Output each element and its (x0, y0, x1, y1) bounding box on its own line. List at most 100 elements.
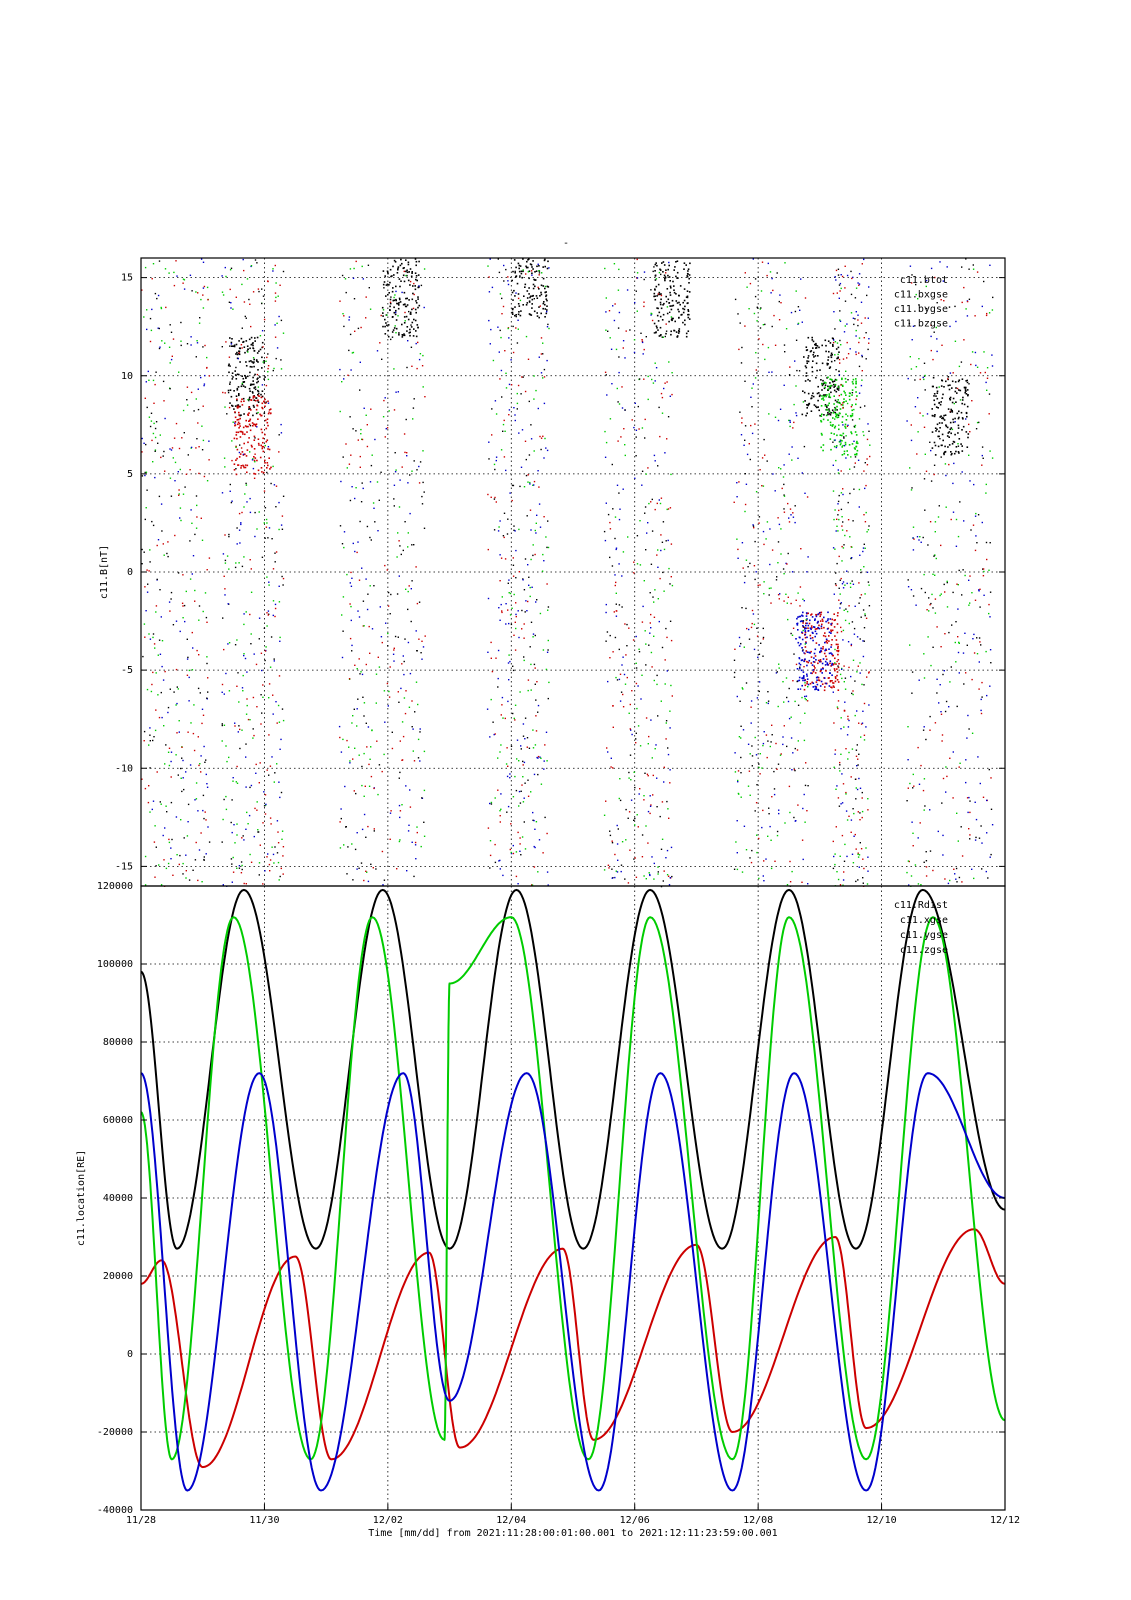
field-point (169, 324, 171, 326)
field-point (272, 268, 274, 270)
field-point (389, 666, 391, 668)
field-point (955, 545, 958, 547)
field-point (409, 672, 412, 675)
field-point (235, 468, 237, 470)
field-point (266, 522, 268, 524)
field-point (279, 284, 281, 286)
field-point (839, 408, 842, 410)
field-point (164, 763, 166, 765)
field-point (830, 360, 833, 363)
field-point (956, 705, 958, 708)
field-point (397, 267, 399, 270)
field-point (149, 811, 151, 813)
field-point (910, 368, 913, 370)
field-point (235, 296, 237, 298)
field-point (636, 272, 639, 274)
field-point (510, 384, 513, 386)
field-point (258, 392, 260, 395)
field-point (546, 359, 548, 362)
field-point (268, 581, 270, 583)
field-point (850, 432, 853, 435)
field-point (795, 414, 798, 417)
field-point (188, 700, 190, 702)
field-point (393, 327, 396, 329)
field-point (500, 557, 503, 559)
field-point (522, 270, 524, 273)
field-point (265, 440, 268, 443)
field-point (845, 435, 847, 437)
field-point (653, 454, 656, 457)
field-point (839, 764, 841, 766)
field-point (919, 822, 921, 824)
field-point (252, 344, 254, 347)
field-point (275, 701, 277, 703)
field-point (855, 378, 857, 380)
field-point (965, 431, 968, 433)
field-point (238, 867, 241, 869)
field-point (833, 766, 835, 768)
field-point (538, 272, 541, 274)
field-point (833, 626, 836, 628)
field-point (656, 307, 658, 309)
field-point (763, 731, 765, 733)
field-point (931, 431, 934, 433)
field-point (278, 675, 281, 677)
field-point (240, 344, 243, 346)
field-point (178, 371, 180, 373)
field-point (958, 379, 961, 381)
field-point (863, 543, 865, 545)
field-point (843, 331, 846, 333)
field-point (266, 612, 268, 614)
field-point (509, 492, 511, 494)
field-point (164, 342, 166, 344)
field-point (836, 401, 838, 403)
field-point (519, 265, 522, 267)
field-point (776, 272, 778, 274)
field-point (654, 380, 656, 382)
field-point (839, 290, 841, 292)
field-point (394, 313, 397, 316)
field-point (517, 293, 520, 295)
field-point (351, 843, 353, 845)
field-point (410, 588, 412, 590)
field-point (265, 526, 268, 528)
field-point (859, 787, 862, 789)
field-point (817, 399, 819, 402)
field-point (807, 683, 810, 686)
field-point (170, 751, 173, 753)
field-point (814, 655, 817, 657)
field-point (755, 369, 757, 371)
field-point (252, 458, 254, 460)
field-point (986, 832, 988, 834)
field-point (942, 393, 944, 396)
field-point (224, 534, 226, 536)
field-point (657, 715, 659, 717)
field-point (756, 320, 758, 322)
field-point (778, 812, 780, 815)
field-point (357, 541, 359, 543)
field-point (418, 358, 421, 361)
field-point (261, 471, 263, 473)
field-point (649, 812, 651, 815)
field-point (190, 509, 192, 511)
field-point (536, 315, 539, 317)
field-point (609, 337, 611, 339)
field-point (511, 313, 514, 315)
field-point (282, 873, 284, 875)
field-point (406, 269, 408, 272)
field-point (774, 344, 777, 346)
field-point (494, 797, 496, 799)
field-point (632, 639, 635, 641)
field-point (163, 859, 165, 861)
field-point (512, 796, 515, 798)
field-point (196, 340, 198, 342)
field-point (847, 718, 849, 720)
field-point (855, 391, 857, 393)
field-point (834, 383, 837, 386)
field-point (833, 855, 835, 858)
field-point (673, 285, 675, 287)
field-point (929, 604, 931, 606)
field-point (231, 440, 233, 442)
field-point (422, 386, 424, 388)
field-point (247, 399, 249, 401)
